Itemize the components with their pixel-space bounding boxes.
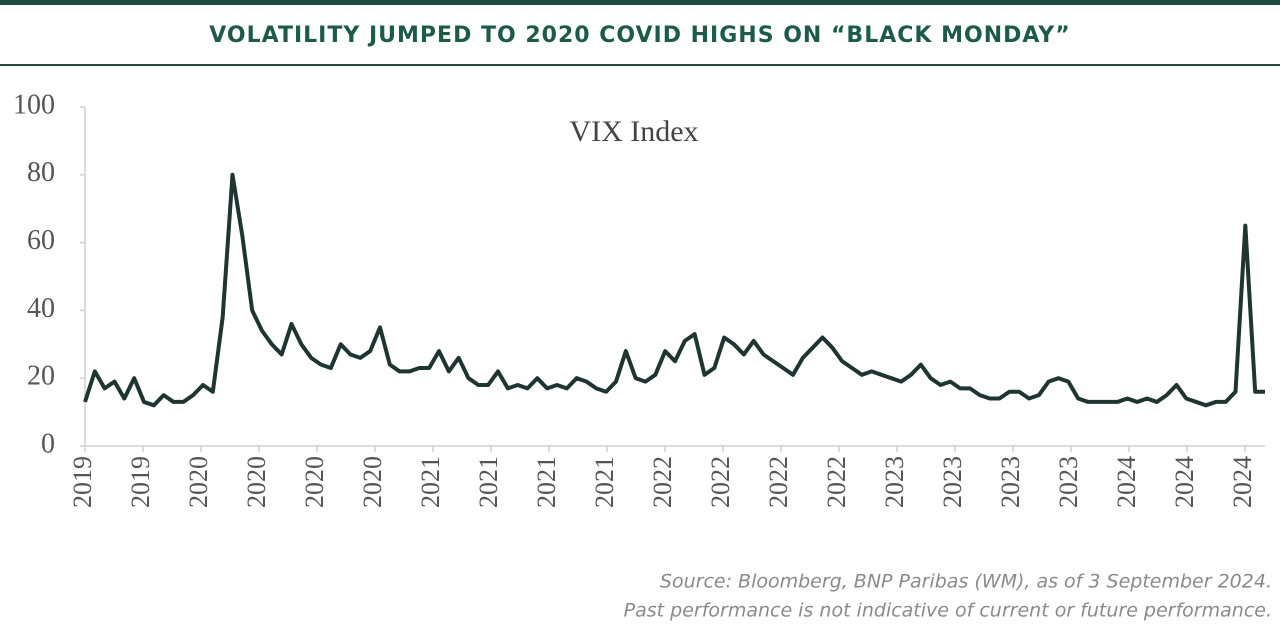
x-tick-label: 2019 — [68, 456, 97, 508]
x-tick-label: 2022 — [764, 456, 793, 508]
y-tick-label: 0 — [41, 428, 55, 459]
x-tick-label: 2022 — [706, 456, 735, 508]
x-tick-label: 2021 — [416, 456, 445, 508]
y-tick-label: 40 — [27, 293, 55, 324]
x-tick-label: 2023 — [880, 456, 909, 508]
x-tick-label: 2021 — [590, 456, 619, 508]
source-note: Source: Bloomberg, BNP Paribas (WM), as … — [660, 571, 1272, 593]
x-tick-label: 2023 — [996, 456, 1025, 508]
x-tick-label: 2022 — [822, 456, 851, 508]
x-tick-label: 2022 — [648, 456, 677, 508]
x-tick-label: 2020 — [358, 456, 387, 508]
x-tick-label: 2021 — [474, 456, 503, 508]
x-tick-label: 2020 — [184, 456, 213, 508]
x-tick-label: 2020 — [242, 456, 271, 508]
y-tick-label: 80 — [27, 157, 55, 188]
top-bar — [0, 0, 1280, 5]
x-tick-label: 2023 — [1054, 456, 1083, 508]
x-tick-label: 2024 — [1228, 456, 1257, 508]
x-tick-label: 2023 — [938, 456, 967, 508]
legend-label: VIX Index — [569, 115, 698, 148]
y-tick-label: 20 — [27, 361, 55, 392]
x-tick-label: 2024 — [1170, 456, 1199, 508]
y-tick-label: 100 — [13, 89, 55, 120]
x-tick-label: 2024 — [1112, 456, 1141, 508]
line — [83, 172, 1265, 408]
chart-title: VOLATILITY JUMPED TO 2020 COVID HIGHS ON… — [209, 23, 1070, 48]
y-tick-label: 60 — [27, 225, 55, 256]
x-tick-label: 2021 — [532, 456, 561, 508]
x-tick-label: 2019 — [126, 456, 155, 508]
source-note: Past performance is not indicative of cu… — [624, 600, 1272, 622]
x-tick-label: 2020 — [300, 456, 329, 508]
